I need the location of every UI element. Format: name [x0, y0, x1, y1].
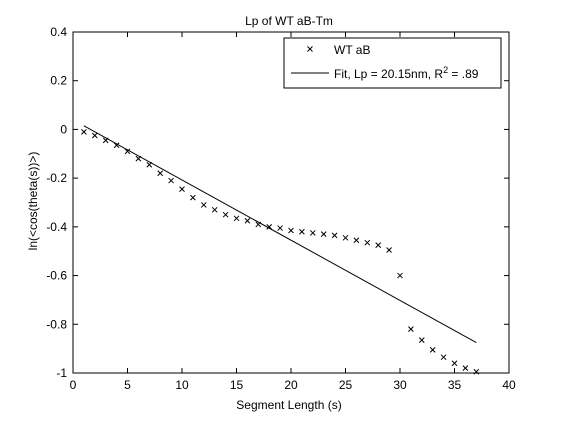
series-layer — [81, 125, 480, 375]
data-point — [451, 360, 458, 367]
data-point — [418, 337, 425, 343]
y-tick-label: -0.2 — [46, 171, 67, 185]
data-point — [299, 228, 305, 235]
data-point — [429, 347, 436, 353]
data-point — [277, 225, 283, 231]
x-tick-label: 15 — [230, 378, 244, 392]
data-point — [342, 234, 349, 241]
y-tick-label: 0 — [60, 122, 67, 136]
data-point — [113, 142, 120, 149]
data-point — [81, 129, 87, 135]
fit-line — [83, 125, 477, 343]
y-tick-label: -0.6 — [46, 269, 67, 283]
legend: WT aB Fit, Lp = 20.15nm, R2 = .89 — [283, 37, 502, 89]
data-point — [386, 247, 392, 253]
data-point — [157, 170, 164, 177]
data-point — [408, 326, 414, 333]
y-axis-title: ln(<cos(theta(s))>) — [26, 152, 40, 251]
plot-area — [72, 31, 510, 374]
data-point — [222, 211, 229, 218]
data-point — [397, 272, 403, 279]
legend-label-fit: Fit, Lp = 20.15nm, R2 = .89 — [334, 65, 479, 81]
x-tick-label: 30 — [393, 378, 407, 392]
data-point — [168, 177, 174, 184]
data-point — [288, 227, 294, 234]
x-tick-label: 25 — [339, 378, 353, 392]
data-point — [473, 368, 480, 375]
y-tick-label: -1 — [56, 366, 67, 380]
y-tick-label: 0.4 — [50, 25, 67, 39]
data-point — [462, 365, 469, 371]
data-point — [440, 354, 447, 361]
legend-label-wt-ab: WT aB — [334, 43, 370, 57]
x-tick-label: 35 — [448, 378, 462, 392]
x-tick-label: 20 — [284, 378, 298, 392]
data-point — [124, 148, 131, 155]
data-point — [211, 206, 218, 213]
y-tick-label: -0.4 — [46, 220, 67, 234]
plot-border — [72, 31, 510, 374]
chart-title: Lp of WT aB-Tm — [245, 14, 333, 28]
y-tick-label: 0.2 — [50, 74, 67, 88]
legend-marker-x — [307, 46, 313, 52]
data-point — [320, 231, 327, 238]
y-tick-label: -0.8 — [46, 317, 67, 331]
legend-box — [283, 37, 502, 89]
y-axis: -1 -0.8 -0.6 -0.4 -0.2 0 0.2 0.4 — [46, 25, 509, 380]
data-point — [244, 217, 251, 224]
x-tick-label: 40 — [502, 378, 516, 392]
data-point — [331, 232, 338, 239]
legend-label-fit-sup: 2 — [443, 65, 448, 75]
x-axis-title: Segment Length (s) — [236, 398, 341, 412]
data-point — [375, 242, 382, 248]
data-point — [233, 215, 240, 222]
x-tick-label: 10 — [175, 378, 189, 392]
data-point — [190, 194, 196, 201]
data-point — [91, 132, 98, 139]
x-tick-label: 5 — [124, 378, 131, 392]
data-point — [200, 202, 207, 208]
x-axis: 0 5 10 15 20 25 30 35 40 — [70, 32, 516, 392]
data-point — [179, 186, 185, 192]
data-point — [309, 230, 316, 236]
data-point — [353, 237, 360, 244]
data-point — [364, 239, 371, 246]
x-tick-label: 0 — [70, 378, 77, 392]
